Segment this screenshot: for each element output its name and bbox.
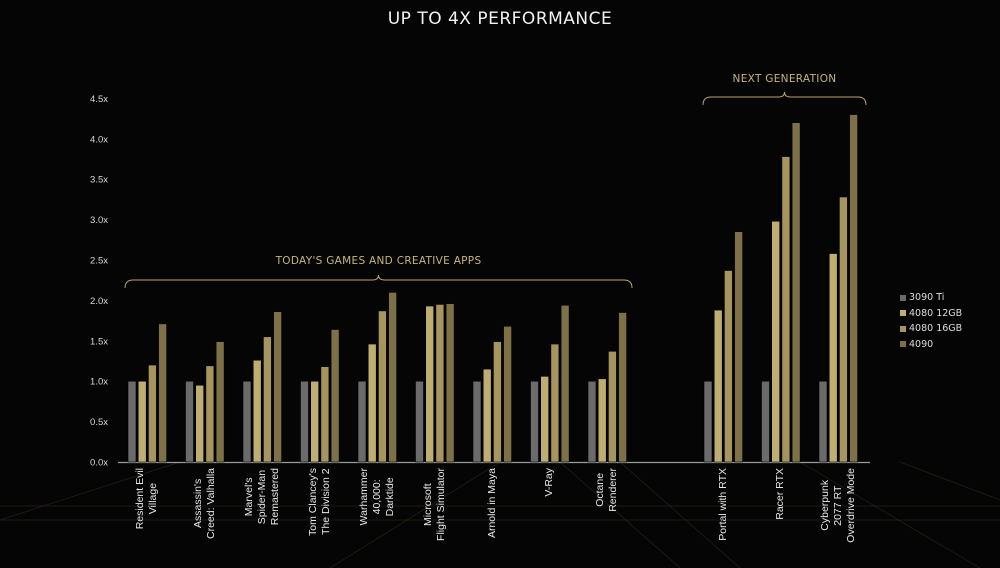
bar-4080-16gb	[378, 310, 387, 463]
legend-item: 3090 Ti	[900, 290, 962, 306]
bar-4080-12gb	[367, 343, 377, 463]
legend-item: 4090	[900, 337, 962, 353]
bar-3090-ti	[472, 380, 482, 463]
bar-4080-12gb	[828, 253, 838, 463]
bar-4080-16gb	[781, 156, 791, 463]
legend-item: 4080 12GB	[900, 306, 962, 322]
x-tick-label: Arnold in Maya	[485, 468, 498, 539]
bar-4090	[445, 303, 455, 463]
bar-4080-16gb	[320, 366, 330, 463]
bar-4090	[849, 114, 858, 463]
bar-4080-12gb	[540, 376, 550, 463]
x-tick-label: Portal with RTX	[716, 468, 729, 541]
bar-4080-12gb	[597, 378, 607, 463]
group-label: NEXT GENERATION	[733, 73, 837, 85]
bar-4090	[330, 329, 340, 463]
bar-4080-16gb	[608, 351, 617, 463]
legend-item: 4080 16GB	[900, 321, 962, 337]
bar-4080-16gb	[839, 196, 848, 463]
bar-4090	[791, 122, 801, 463]
bar-4090	[503, 325, 512, 463]
bar-4080-12gb	[713, 309, 723, 463]
bar-4090	[618, 312, 627, 463]
group-label: TODAY'S GAMES AND CREATIVE APPS	[275, 255, 482, 267]
y-tick-label: 1.5x	[90, 336, 108, 347]
floor-grid-line	[559, 461, 681, 568]
bar-3090-ti	[242, 380, 252, 463]
bar-3090-ti	[761, 380, 770, 463]
x-tick-label: Marvel's Spider-Man Remastered	[242, 468, 281, 526]
y-tick-label: 4.5x	[90, 94, 108, 105]
group-bracket	[124, 274, 633, 289]
bar-4080-12gb	[482, 368, 492, 463]
bar-4080-16gb	[724, 270, 733, 463]
bar-4080-16gb	[493, 341, 502, 463]
bar-4080-12gb	[137, 380, 147, 463]
y-tick-label: 2.5x	[90, 256, 108, 267]
bar-3090-ti	[300, 380, 309, 463]
bar-4090	[734, 231, 743, 463]
x-tick-label: Assassin's Creed: Valhalla	[191, 468, 217, 540]
bar-3090-ti	[530, 380, 539, 463]
y-tick-label: 3.5x	[90, 175, 108, 186]
bar-4080-16gb	[435, 304, 445, 463]
bar-4080-12gb	[195, 384, 204, 463]
bar-4090	[388, 292, 397, 463]
bar-3090-ti	[587, 380, 597, 463]
floor-grid-line	[329, 461, 501, 568]
bar-3090-ti	[703, 380, 713, 463]
bar-4080-12gb	[310, 380, 320, 463]
x-tick-label: V-Ray	[543, 468, 556, 497]
y-tick-label: 0.5x	[90, 417, 108, 428]
bar-4080-12gb	[425, 305, 435, 463]
legend-label: 3090 Ti	[909, 292, 945, 304]
bar-3090-ti	[127, 380, 137, 463]
bar-4080-16gb	[263, 336, 272, 463]
y-tick-label: 2.0x	[90, 296, 108, 307]
x-tick-label: Tom Clancey's The Division 2	[306, 468, 332, 536]
bar-4080-12gb	[771, 220, 781, 463]
x-tick-label: Warhammer 40,000: Darktide	[357, 468, 396, 526]
bar-4090	[560, 304, 570, 463]
y-tick-label: 4.0x	[90, 134, 108, 145]
legend-swatch	[900, 325, 906, 332]
bar-4080-12gb	[252, 359, 262, 463]
x-tick-label: Cyberpunk 2077 RT Overdrive Mode	[818, 468, 857, 543]
legend-swatch	[900, 341, 906, 348]
floor-grid-line	[0, 461, 181, 521]
legend-label: 4080 16GB	[909, 323, 963, 335]
bar-3090-ti	[357, 380, 367, 463]
legend-label: 4090	[909, 338, 934, 350]
floor-grid-line	[899, 461, 1000, 501]
group-bracket	[702, 91, 867, 106]
y-tick-label: 1.0x	[90, 377, 108, 388]
legend-swatch	[900, 310, 906, 317]
bar-3090-ti	[185, 380, 194, 463]
bar-4080-16gb	[205, 365, 215, 463]
floor-grid-line	[619, 461, 741, 568]
bar-4090	[215, 341, 225, 463]
x-tick-label: Octane Renderer	[594, 468, 620, 512]
bar-4090	[273, 311, 282, 463]
bar-4080-16gb	[148, 364, 157, 463]
x-tick-label: Racer RTX	[774, 468, 787, 520]
x-tick-label: Resident Evil Village	[134, 468, 160, 530]
bar-3090-ti	[818, 380, 828, 463]
y-tick-label: 0.0x	[90, 458, 108, 469]
chart-title: UP TO 4X PERFORMANCE	[387, 9, 613, 29]
legend-label: 4080 12GB	[909, 307, 963, 319]
y-tick-label: 3.0x	[90, 215, 108, 226]
bar-3090-ti	[415, 380, 424, 463]
floor-grid-line	[799, 461, 981, 568]
x-tick-label: Microsoft Flight Simulator	[421, 468, 447, 541]
bar-4090	[158, 323, 167, 463]
legend: 3090 Ti 4080 12GB 4080 16GB 4090	[900, 290, 962, 352]
bar-4080-16gb	[550, 343, 560, 463]
legend-swatch	[900, 294, 906, 301]
